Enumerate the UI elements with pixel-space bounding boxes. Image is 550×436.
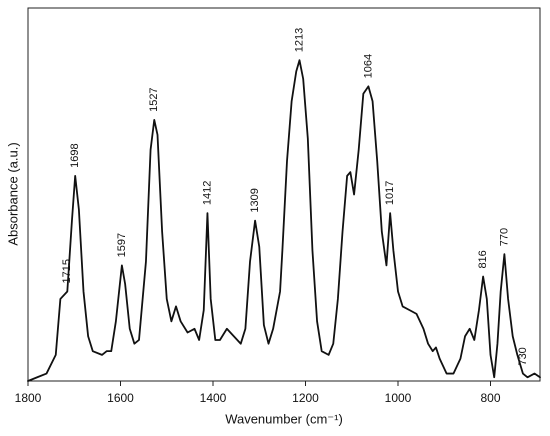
peak-label: 1017 — [384, 181, 396, 205]
plot-frame — [27, 7, 541, 382]
x-tick-label: 800 — [480, 391, 500, 405]
x-axis-label: Wavenumber (cm⁻¹) — [225, 411, 343, 426]
spectrum-line — [27, 59, 541, 382]
peak-label: 1527 — [148, 87, 160, 111]
peak-label: 730 — [517, 347, 529, 365]
x-tick-label: 1800 — [15, 391, 42, 405]
x-tick-label: 1400 — [200, 391, 227, 405]
peak-label: 1412 — [201, 181, 213, 205]
x-tick-label: 1200 — [292, 391, 319, 405]
x-tick-label: 1000 — [385, 391, 412, 405]
peak-label: 770 — [498, 228, 510, 246]
peak-label: 1309 — [249, 188, 261, 212]
peak-label: 816 — [477, 250, 489, 268]
peak-label: 1213 — [293, 28, 305, 52]
x-tick-label: 1600 — [107, 391, 134, 405]
peak-label: 1698 — [69, 143, 81, 167]
peak-label: 1715 — [61, 259, 73, 283]
peak-label: 1597 — [116, 233, 128, 257]
peak-label: 1064 — [362, 54, 374, 78]
y-axis-label: Absorbance (a.u.) — [5, 142, 20, 245]
